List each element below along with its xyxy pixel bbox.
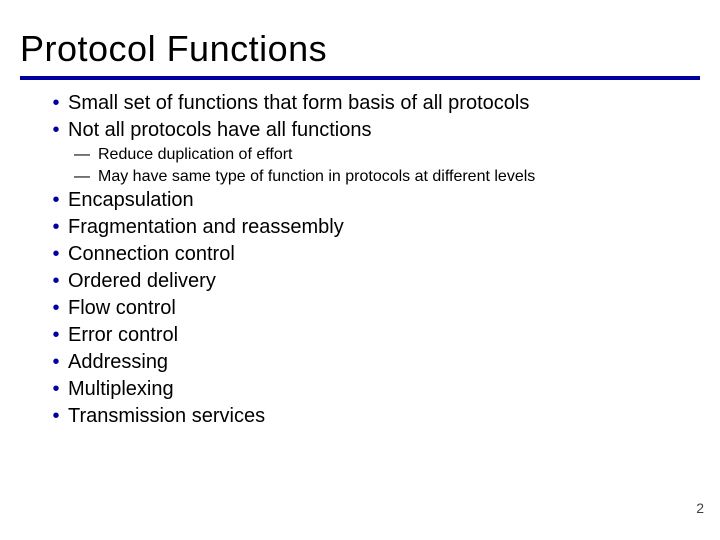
bullet-text: Encapsulation (68, 187, 700, 214)
bullet-text: Small set of functions that form basis o… (68, 90, 700, 117)
list-item: • Multiplexing (20, 376, 700, 403)
bullet-icon: • (44, 268, 68, 295)
list-item: • Fragmentation and reassembly (20, 214, 700, 241)
slide: Protocol Functions • Small set of functi… (0, 0, 720, 540)
bullet-text: Flow control (68, 295, 700, 322)
bullet-icon: • (44, 376, 68, 403)
list-item: • Not all protocols have all functions (20, 117, 700, 144)
dash-icon: — (74, 144, 98, 166)
bullet-icon: • (44, 403, 68, 430)
bullet-text: Connection control (68, 241, 700, 268)
page-title: Protocol Functions (20, 28, 700, 70)
list-item: • Encapsulation (20, 187, 700, 214)
list-item: — Reduce duplication of effort (20, 144, 700, 166)
bullet-text: Addressing (68, 349, 700, 376)
bullet-text: Fragmentation and reassembly (68, 214, 700, 241)
sub-bullet-text: May have same type of function in protoc… (98, 166, 700, 188)
page-number: 2 (696, 500, 704, 516)
bullet-text: Transmission services (68, 403, 700, 430)
list-item: • Flow control (20, 295, 700, 322)
list-item: — May have same type of function in prot… (20, 166, 700, 188)
list-item: • Ordered delivery (20, 268, 700, 295)
bullet-icon: • (44, 322, 68, 349)
bullet-icon: • (44, 117, 68, 144)
list-item: • Error control (20, 322, 700, 349)
sub-bullet-text: Reduce duplication of effort (98, 144, 700, 166)
bullet-icon: • (44, 90, 68, 117)
content-area: • Small set of functions that form basis… (20, 90, 700, 430)
bullet-text: Error control (68, 322, 700, 349)
bullet-icon: • (44, 241, 68, 268)
bullet-text: Not all protocols have all functions (68, 117, 700, 144)
dash-icon: — (74, 166, 98, 188)
title-rule (20, 76, 700, 80)
list-item: • Transmission services (20, 403, 700, 430)
bullet-icon: • (44, 214, 68, 241)
bullet-icon: • (44, 349, 68, 376)
list-item: • Addressing (20, 349, 700, 376)
list-item: • Small set of functions that form basis… (20, 90, 700, 117)
bullet-icon: • (44, 187, 68, 214)
list-item: • Connection control (20, 241, 700, 268)
bullet-text: Ordered delivery (68, 268, 700, 295)
bullet-text: Multiplexing (68, 376, 700, 403)
bullet-icon: • (44, 295, 68, 322)
